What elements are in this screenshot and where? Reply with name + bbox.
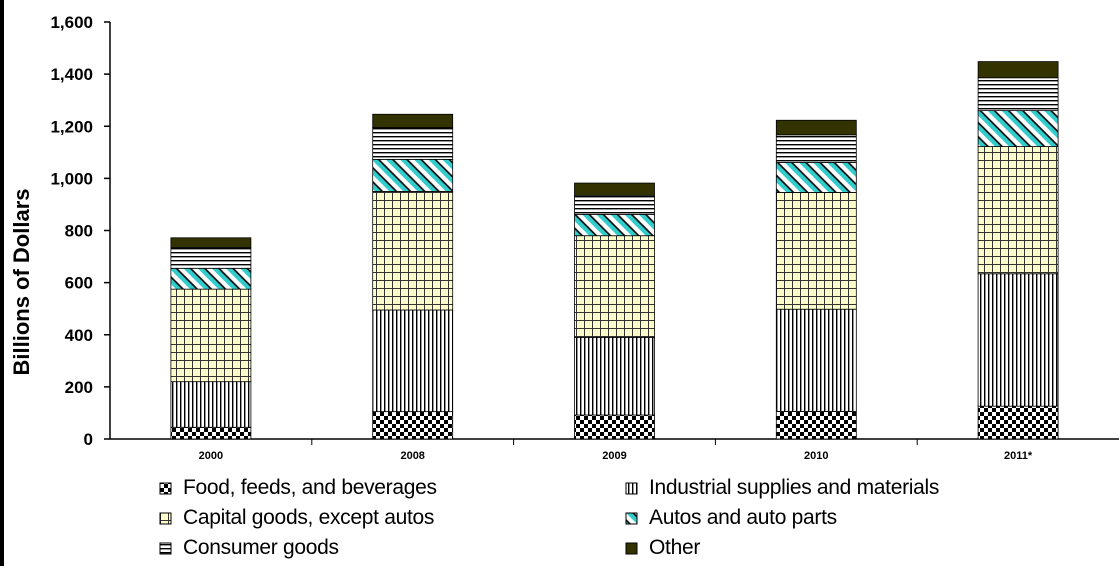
legend-label: Industrial supplies and materials — [649, 476, 939, 499]
legend-swatch — [159, 482, 172, 495]
legend-label: Autos and auto parts — [649, 506, 837, 529]
legend-label: Consumer goods — [183, 536, 339, 559]
bar-segment-2011-series-1 — [977, 273, 1059, 407]
legend-label: Food, feeds, and beverages — [183, 476, 437, 499]
y-tick-labels: 0 200 400 600 800 1,000 1,200 1,400 1,600 — [50, 13, 110, 449]
bar-segment-2011-series-4 — [977, 77, 1059, 112]
bar-segment-2010-series-3 — [775, 162, 857, 193]
bar-segment-2008-series-5 — [372, 113, 454, 128]
bar-segment-2011-series-3 — [977, 110, 1059, 147]
bar-segment-2008-series-2 — [372, 191, 454, 311]
bar-segment-2000-series-2 — [170, 288, 252, 383]
y-tick-label: 1,600 — [50, 13, 93, 32]
legend-swatch — [625, 512, 638, 525]
x-tick-labels: 2000 2008 2009 2010 2011* — [199, 450, 1033, 462]
bar-segment-2000-series-3 — [170, 267, 252, 290]
y-axis-label: Billions of Dollars — [9, 188, 34, 375]
bar-segment-2000-series-4 — [170, 247, 252, 269]
bar-segment-2009-series-3 — [574, 213, 655, 237]
bar-segment-2010-series-2 — [775, 192, 857, 310]
left-border — [0, 0, 4, 566]
bar-segment-2011-series-2 — [977, 146, 1059, 275]
bar-segment-2011-series-5 — [977, 61, 1059, 79]
bar-segment-2011-series-0 — [977, 405, 1059, 440]
bar-segment-2008-series-4 — [372, 127, 454, 160]
bar-segment-2010-series-1 — [775, 308, 857, 412]
bar-segment-2008-series-0 — [372, 411, 454, 440]
x-tick-label: 2009 — [602, 450, 626, 462]
bar-segment-2008-series-1 — [372, 309, 454, 413]
bar-segment-2000-series-5 — [170, 237, 252, 248]
y-tick-label: 800 — [65, 222, 93, 241]
x-tick-label: 2011* — [1004, 450, 1033, 462]
bar-segment-2000-series-1 — [170, 381, 252, 428]
y-tick-label: 0 — [84, 430, 93, 449]
bar-segment-2000-series-0 — [170, 426, 252, 440]
x-tick-label: 2008 — [400, 450, 424, 462]
bar-segment-2009-series-4 — [574, 194, 655, 215]
bars — [170, 61, 1059, 440]
y-tick-label: 1,200 — [50, 117, 93, 136]
bar-segment-2010-series-5 — [775, 119, 857, 136]
bar-segment-2009-series-5 — [574, 182, 655, 196]
bar-segment-2008-series-3 — [372, 158, 454, 192]
y-tick-label: 400 — [65, 326, 93, 345]
y-tick-label: 1,000 — [50, 169, 93, 188]
legend-swatch — [159, 542, 172, 555]
bar-segment-2009-series-1 — [574, 336, 655, 416]
legend-label: Capital goods, except autos — [183, 506, 434, 529]
legend: Food, feeds, and beverages Industrial sup… — [159, 476, 939, 559]
y-tick-label: 200 — [65, 378, 93, 397]
bar-segment-2009-series-2 — [574, 235, 655, 338]
bar-segment-2010-series-4 — [775, 134, 857, 163]
legend-label: Other — [649, 536, 700, 559]
bar-segment-2009-series-0 — [574, 414, 655, 440]
legend-swatch — [625, 542, 638, 555]
y-tick-label: 600 — [65, 274, 93, 293]
legend-swatch — [159, 512, 172, 525]
x-tick-label: 2010 — [804, 450, 828, 462]
x-tick-label: 2000 — [199, 450, 223, 462]
bar-segment-2010-series-0 — [775, 410, 857, 440]
y-tick-label: 1,400 — [50, 65, 93, 84]
legend-swatch — [625, 482, 638, 495]
